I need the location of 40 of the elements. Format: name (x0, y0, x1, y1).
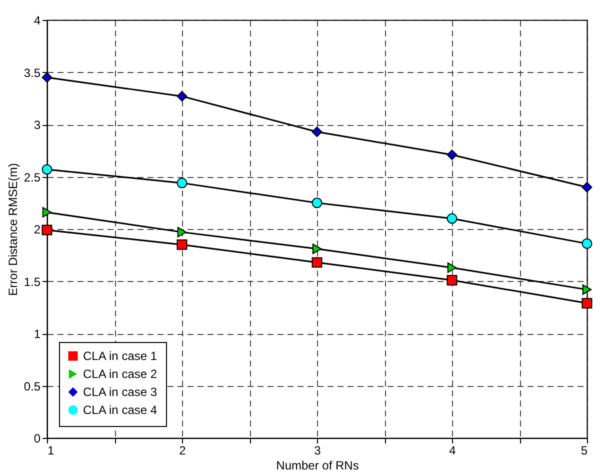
point (176, 178, 188, 188)
legend-label: CLA in case 3 (83, 385, 158, 399)
point (312, 257, 322, 268)
x-tick-label: 5 (580, 444, 588, 458)
point (312, 244, 322, 254)
y-tick-label: 0 (34, 432, 41, 446)
point (42, 207, 52, 218)
point (42, 72, 52, 83)
point (446, 274, 458, 286)
point (42, 224, 52, 236)
legend-label: CLA in case 1 (83, 349, 158, 363)
point (176, 239, 188, 250)
y-tick-label: 3.5 (24, 66, 41, 80)
point (582, 298, 592, 308)
x-tick-label: 2 (179, 444, 186, 458)
y-tick-label: 2.5 (24, 170, 41, 184)
legend-label: CLA in case 2 (83, 367, 158, 381)
x-tick-label: 3 (314, 444, 322, 458)
x-axis-title: Number of RNs (276, 458, 359, 472)
point (312, 126, 322, 138)
point (447, 262, 457, 273)
point (42, 164, 52, 175)
y-tick-label: 1 (34, 327, 41, 341)
point (582, 182, 592, 192)
legend-label: CLA in case 4 (83, 403, 158, 417)
x-tick-label: 1 (48, 444, 54, 458)
y-tick-label: 4 (34, 14, 41, 28)
x-tick-label: 4 (449, 444, 456, 458)
point (176, 91, 188, 102)
point (582, 284, 592, 295)
point (446, 150, 458, 160)
point (177, 226, 187, 238)
y-tick-label: 2 (34, 222, 41, 236)
point (312, 198, 322, 208)
y-tick-label: 3 (34, 118, 41, 132)
y-tick-label: 0.5 (24, 379, 41, 394)
point (446, 213, 458, 224)
y-axis-title: Error Distance RMSE(m) (6, 163, 20, 296)
point (582, 238, 592, 249)
y-tick-label: 1.5 (24, 274, 41, 289)
